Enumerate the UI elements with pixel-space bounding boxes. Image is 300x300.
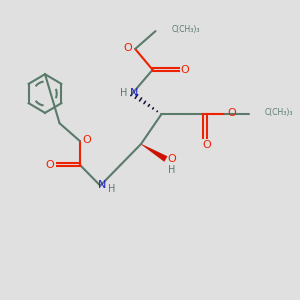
Text: C(CH₃)₃: C(CH₃)₃ xyxy=(172,25,200,34)
Text: O: O xyxy=(202,140,211,150)
Text: H: H xyxy=(108,184,116,194)
Text: O: O xyxy=(181,65,190,75)
Text: C(CH₃)₃: C(CH₃)₃ xyxy=(265,108,293,117)
Text: N: N xyxy=(98,180,106,190)
Text: O: O xyxy=(168,154,176,164)
Text: H: H xyxy=(168,165,176,175)
Text: N: N xyxy=(130,88,138,98)
Text: O: O xyxy=(82,135,91,145)
Text: O: O xyxy=(227,108,236,118)
Text: H: H xyxy=(120,88,128,98)
Text: O: O xyxy=(124,43,132,53)
Polygon shape xyxy=(141,144,167,161)
Text: O: O xyxy=(46,160,55,170)
